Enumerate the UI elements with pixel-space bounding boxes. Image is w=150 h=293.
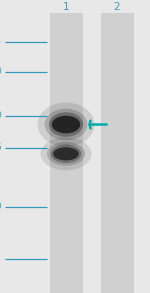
Ellipse shape (38, 103, 94, 146)
Text: 150: 150 (0, 67, 2, 76)
Bar (100, 13, 134, 293)
Ellipse shape (47, 142, 85, 166)
Bar (50, 13, 82, 293)
Ellipse shape (40, 137, 92, 170)
Ellipse shape (45, 109, 87, 140)
Text: 250: 250 (0, 38, 2, 47)
Text: 50: 50 (0, 202, 2, 211)
Text: 1: 1 (63, 2, 69, 12)
Ellipse shape (49, 112, 83, 137)
Text: 2: 2 (114, 2, 120, 12)
Ellipse shape (53, 147, 79, 161)
Ellipse shape (52, 116, 80, 133)
Text: 37: 37 (0, 255, 2, 264)
Text: 100: 100 (0, 111, 2, 120)
Ellipse shape (51, 145, 81, 163)
Text: 75: 75 (0, 144, 2, 152)
